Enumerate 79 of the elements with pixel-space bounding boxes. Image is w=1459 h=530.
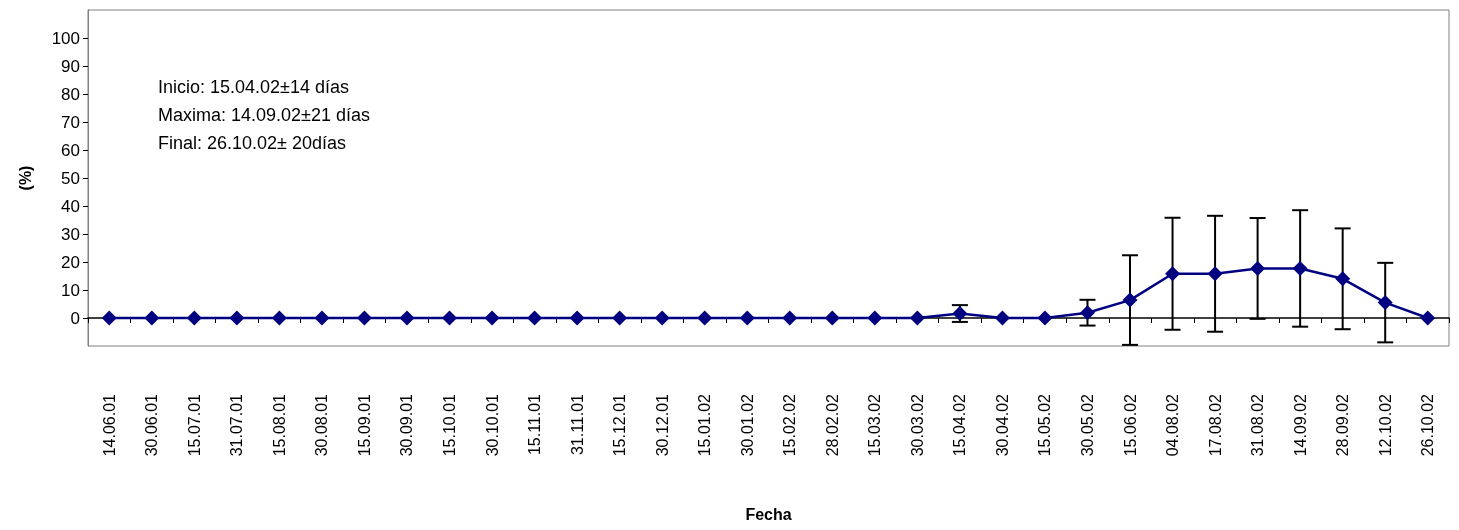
y-axis-title: (%) (16, 165, 34, 191)
x-tick-label: 15.02.02 (781, 393, 799, 457)
point (1207, 266, 1223, 282)
point (314, 310, 330, 326)
point (484, 310, 500, 326)
x-tick-label: 14.09.02 (1291, 393, 1309, 457)
x-tick-label: 30.01.02 (738, 393, 756, 457)
point (782, 310, 798, 326)
point (1165, 266, 1181, 282)
x-axis-title: Fecha (745, 505, 792, 523)
x-tick-label: 15.09.01 (355, 393, 373, 457)
x-tick-label: 30.04.02 (993, 393, 1011, 457)
point (1377, 295, 1393, 311)
x-tick-label: 15.12.01 (611, 393, 629, 457)
x-tick-label: 30.03.02 (908, 393, 926, 457)
point (442, 310, 458, 326)
x-tick-label: 30.08.01 (313, 393, 331, 457)
y-tick-label: 30 (61, 224, 80, 244)
point (229, 310, 245, 326)
x-tick-label: 31.11.01 (568, 393, 586, 456)
point (356, 310, 372, 326)
point (1420, 310, 1436, 326)
point (697, 310, 713, 326)
x-tick-label: 28.02.02 (823, 393, 841, 457)
point (1292, 260, 1308, 276)
x-tick-label: 30.09.01 (398, 393, 416, 457)
x-tick-label: 30.05.02 (1078, 393, 1096, 457)
point (399, 310, 415, 326)
point (569, 310, 585, 326)
annotation: Final: 26.10.02± 20días (158, 133, 347, 153)
x-tick-label: 26.10.02 (1419, 393, 1437, 457)
x-tick-label: 15.11.01 (526, 393, 544, 456)
point (186, 310, 202, 326)
x-tick-label: 04.08.02 (1164, 393, 1182, 457)
x-tick-label: 15.10.01 (441, 393, 459, 457)
x-tick-label: 31.07.01 (228, 393, 246, 457)
x-tick-label: 30.06.01 (143, 393, 161, 457)
x-tick-label: 17.08.02 (1206, 393, 1224, 457)
y-tick-label: 40 (61, 196, 80, 216)
point (1037, 310, 1053, 326)
annotation: Maxima: 14.09.02±21 días (158, 105, 371, 125)
point (1335, 271, 1351, 287)
point (612, 310, 628, 326)
point (144, 310, 160, 326)
point (1079, 305, 1095, 321)
x-tick-label: 31.08.02 (1249, 393, 1267, 457)
point (824, 310, 840, 326)
point (654, 310, 670, 326)
x-tick-label: 14.06.01 (100, 393, 118, 457)
point (909, 310, 925, 326)
x-tick-label: 28.09.02 (1334, 393, 1352, 457)
x-tick-label: 15.07.01 (185, 393, 203, 457)
x-tick-label: 15.03.02 (866, 393, 884, 457)
y-tick-label: 0 (70, 308, 80, 328)
y-tick-label: 70 (61, 112, 80, 132)
annotation: Inicio: 15.04.02±14 días (158, 77, 350, 97)
x-tick-label: 15.06.02 (1121, 393, 1139, 457)
x-tick-label: 30.12.01 (653, 393, 671, 457)
point (271, 310, 287, 326)
point (1250, 260, 1266, 276)
y-tick-label: 50 (61, 168, 80, 188)
y-tick-label: 10 (61, 280, 80, 300)
y-tick-label: 20 (61, 252, 80, 272)
point (867, 310, 883, 326)
point (527, 310, 543, 326)
y-tick-label: 60 (61, 140, 80, 160)
point (101, 310, 117, 326)
y-tick-label: 100 (51, 28, 80, 48)
x-tick-label: 15.01.02 (696, 393, 714, 457)
point (994, 310, 1010, 326)
y-tick-label: 80 (61, 84, 80, 104)
point (739, 310, 755, 326)
y-tick-label: 90 (61, 56, 80, 76)
point (1122, 292, 1138, 308)
x-tick-label: 15.05.02 (1036, 393, 1054, 457)
x-tick-label: 15.04.02 (951, 393, 969, 457)
x-tick-label: 12.10.02 (1376, 393, 1394, 457)
x-tick-label: 15.08.01 (270, 393, 288, 457)
x-tick-label: 30.10.01 (483, 393, 501, 457)
